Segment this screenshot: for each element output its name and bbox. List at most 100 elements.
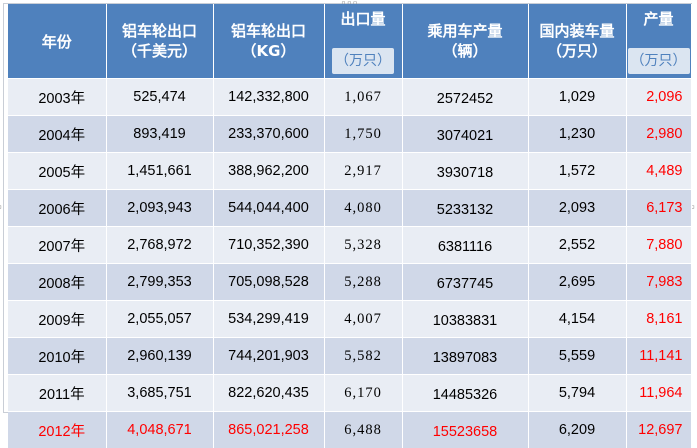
cell-export-units: 4,080	[324, 190, 402, 227]
cell-export-units: 6,488	[324, 412, 402, 448]
cell-kg: 544,044,400	[213, 190, 324, 227]
cell-year: 2003年	[8, 79, 106, 116]
cell-production: 2,096	[626, 79, 691, 116]
cell-usd: 2,799,353	[106, 264, 213, 301]
cell-year: 2004年	[8, 116, 106, 153]
cell-car-output: 3930718	[402, 153, 528, 190]
cell-car-output: 3074021	[402, 116, 528, 153]
cell-usd: 1,451,661	[106, 153, 213, 190]
cell-production: 8,161	[626, 301, 691, 338]
cell-car-output: 10383831	[402, 301, 528, 338]
header-car-output: 乘用车产量 （辆）	[402, 4, 528, 79]
cell-production: 12,697	[626, 412, 691, 448]
cell-kg: 534,299,419	[213, 301, 324, 338]
cell-kg: 744,201,903	[213, 338, 324, 375]
header-export-units-sub-cell: （万只）	[324, 44, 402, 79]
cell-domestic: 1,230	[528, 116, 626, 153]
cell-export-units: 5,582	[324, 338, 402, 375]
cell-car-output: 2572452	[402, 79, 528, 116]
cell-export-units: 5,328	[324, 227, 402, 264]
header-year: 年份	[8, 4, 106, 79]
cell-domestic: 2,093	[528, 190, 626, 227]
cell-production: 4,489	[626, 153, 691, 190]
cell-kg: 142,332,800	[213, 79, 324, 116]
cell-year: 2010年	[8, 338, 106, 375]
header-kg-line2: （KG）	[214, 41, 324, 61]
cell-year: 2008年	[8, 264, 106, 301]
header-kg-line1: 铝车轮出口	[214, 21, 324, 41]
cell-usd: 525,474	[106, 79, 213, 116]
cell-kg: 710,352,390	[213, 227, 324, 264]
cell-production: 7,880	[626, 227, 691, 264]
cell-car-output: 15523658	[402, 412, 528, 448]
cell-export-units: 4,007	[324, 301, 402, 338]
data-table: 年份 铝车轮出口 （千美元） 铝车轮出口 （KG） 出口量 乘用车产量 （辆） …	[8, 4, 692, 448]
cell-domestic: 1,029	[528, 79, 626, 116]
cell-usd: 2,960,139	[106, 338, 213, 375]
cell-production: 7,983	[626, 264, 691, 301]
header-domestic-line2: （万只）	[529, 41, 626, 61]
header-production-sub-cell: （万只）	[626, 44, 691, 79]
cell-year: 2011年	[8, 375, 106, 412]
cell-year: 2007年	[8, 227, 106, 264]
cell-car-output: 13897083	[402, 338, 528, 375]
page: { "table": { "headers": { "year": "年份", …	[0, 0, 697, 418]
cell-usd: 4,048,671	[106, 412, 213, 448]
cell-car-output: 14485326	[402, 375, 528, 412]
cell-domestic: 2,695	[528, 264, 626, 301]
cell-kg: 865,021,258	[213, 412, 324, 448]
cell-usd: 2,055,057	[106, 301, 213, 338]
cell-production: 2,980	[626, 116, 691, 153]
header-kg: 铝车轮出口 （KG）	[213, 4, 324, 79]
cell-usd: 3,685,751	[106, 375, 213, 412]
cell-kg: 233,370,600	[213, 116, 324, 153]
cell-kg: 388,962,200	[213, 153, 324, 190]
cell-usd: 2,768,972	[106, 227, 213, 264]
header-usd-line2: （千美元）	[107, 41, 213, 61]
cell-car-output: 6381116	[402, 227, 528, 264]
header-domestic-line1: 国内装车量	[529, 21, 626, 41]
cell-domestic: 1,572	[528, 153, 626, 190]
cell-year: 2012年	[8, 412, 106, 448]
header-car-output-line1: 乘用车产量	[403, 21, 528, 41]
cell-export-units: 5,288	[324, 264, 402, 301]
cell-export-units: 6,170	[324, 375, 402, 412]
header-production: 产量	[626, 4, 691, 44]
cell-export-units: 1,067	[324, 79, 402, 116]
header-production-sub: （万只）	[628, 48, 690, 74]
cell-year: 2005年	[8, 153, 106, 190]
cell-domestic: 5,559	[528, 338, 626, 375]
cell-usd: 2,093,943	[106, 190, 213, 227]
cell-kg: 705,098,528	[213, 264, 324, 301]
header-export-units-sub: （万只）	[332, 48, 394, 74]
header-domestic: 国内装车量 （万只）	[528, 4, 626, 79]
cell-car-output: 5233132	[402, 190, 528, 227]
cell-kg: 822,620,435	[213, 375, 324, 412]
cell-car-output: 6737745	[402, 264, 528, 301]
cell-year: 2009年	[8, 301, 106, 338]
resize-handle-left[interactable]: ▫	[0, 204, 4, 210]
header-export-units: 出口量	[324, 4, 402, 44]
cell-domestic: 2,552	[528, 227, 626, 264]
header-car-output-line2: （辆）	[403, 41, 528, 61]
cell-production: 6,173	[626, 190, 691, 227]
cell-production: 11,964	[626, 375, 691, 412]
header-row: 年份 铝车轮出口 （千美元） 铝车轮出口 （KG） 出口量 乘用车产量 （辆） …	[8, 4, 691, 44]
cell-year: 2006年	[8, 190, 106, 227]
cell-domestic: 6,209	[528, 412, 626, 448]
cell-export-units: 1,750	[324, 116, 402, 153]
header-usd: 铝车轮出口 （千美元）	[106, 4, 213, 79]
cell-export-units: 2,917	[324, 153, 402, 190]
cell-production: 11,141	[626, 338, 691, 375]
